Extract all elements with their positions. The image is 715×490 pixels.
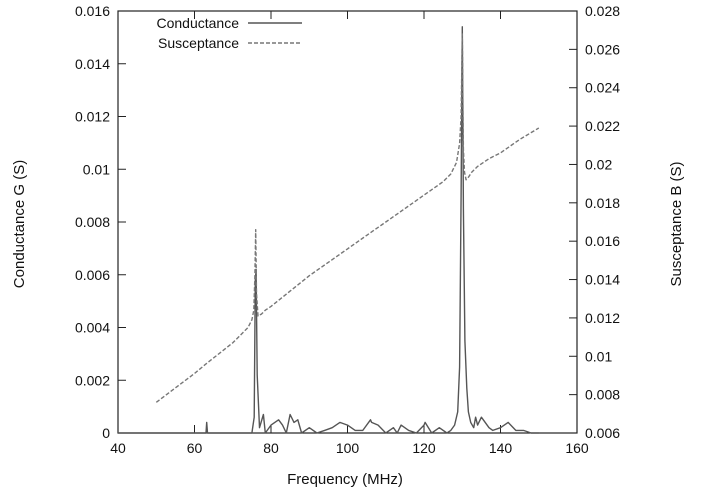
y-left-tick-label: 0.002 — [75, 372, 110, 388]
y-left-tick-label: 0 — [102, 425, 110, 441]
y-right-tick-label: 0.022 — [585, 118, 620, 134]
y-right-tick-label: 0.014 — [585, 272, 620, 288]
y-right-tick-label: 0.016 — [585, 233, 620, 249]
plot-frame — [117, 10, 578, 434]
x-tick-label: 140 — [489, 440, 513, 456]
x-tick-label: 100 — [336, 440, 360, 456]
y-left-tick-label: 0.006 — [75, 267, 110, 283]
y-right-tick-label: 0.028 — [585, 3, 620, 19]
y-left-axis-title: Conductance G (S) — [11, 160, 28, 288]
y-left-tick-label: 0.004 — [75, 320, 110, 336]
legend-label-conductance: Conductance — [156, 15, 239, 31]
y-left-tick-label: 0.012 — [75, 109, 110, 125]
x-axis-title: Frequency (MHz) — [287, 471, 403, 488]
y-right-tick-label: 0.008 — [585, 387, 620, 403]
x-tick-label: 80 — [263, 440, 279, 456]
series-line-conductance — [118, 26, 539, 434]
y-left-tick-label: 0.008 — [75, 214, 110, 230]
y-right-tick-label: 0.024 — [585, 80, 620, 96]
y-right-tick-label: 0.006 — [585, 425, 620, 441]
y-right-tick-label: 0.026 — [585, 41, 620, 57]
x-tick-label: 120 — [412, 440, 436, 456]
y-right-tick-label: 0.02 — [585, 156, 612, 172]
y-left-tick-label: 0.01 — [83, 161, 110, 177]
series-line-susceptance — [155, 33, 540, 403]
y-left-tick-label: 0.014 — [75, 56, 110, 72]
x-tick-label: 40 — [110, 440, 126, 456]
x-tick-label: 60 — [187, 440, 203, 456]
legend: Conductance Susceptance — [156, 15, 302, 51]
y-right-tick-label: 0.018 — [585, 195, 620, 211]
y-right-tick-label: 0.01 — [585, 348, 612, 364]
y-right-tick-label: 0.012 — [585, 310, 620, 326]
y-right-axis-title: Susceptance B (S) — [668, 161, 685, 286]
x-tick-label: 160 — [565, 440, 589, 456]
y-left-tick-label: 0.016 — [75, 3, 110, 19]
legend-label-susceptance: Susceptance — [158, 35, 239, 51]
